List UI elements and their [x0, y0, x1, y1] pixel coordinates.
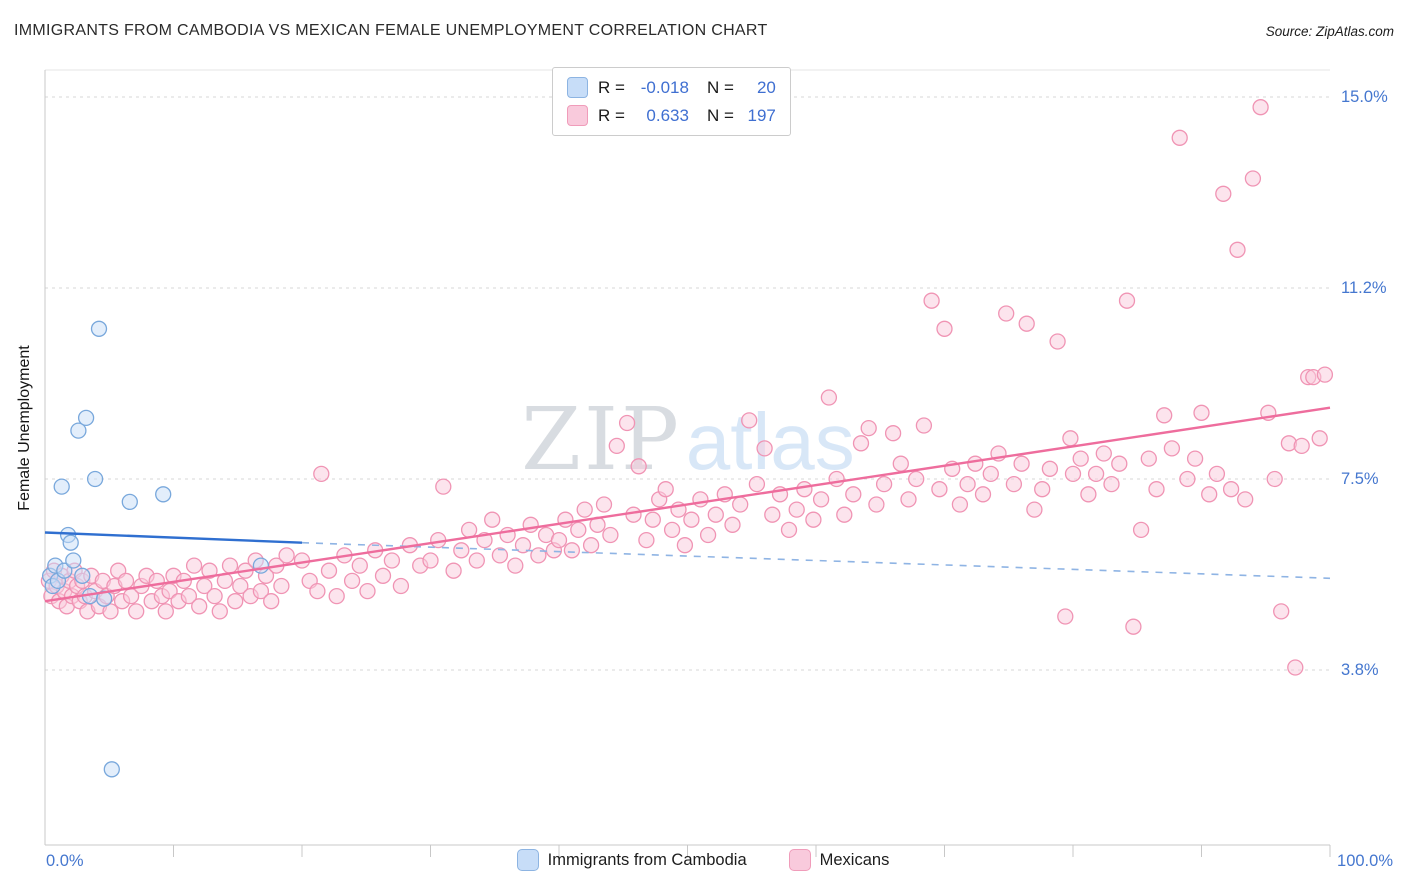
- cambodia-stats-row: R = -0.018 N = 20: [567, 77, 776, 98]
- r-label: R =: [598, 77, 625, 97]
- watermark-zip: ZIP: [521, 390, 682, 490]
- source-label: Source: ZipAtlas.com: [1265, 24, 1394, 39]
- x-axis-min-label: 0.0%: [46, 852, 84, 870]
- mexicans-legend-swatch: [788, 849, 811, 871]
- y-tick-7-5: 7.5%: [1341, 470, 1379, 488]
- mexicans-stats-row: R = 0.633 N = 197: [567, 105, 776, 126]
- cambodia-legend-swatch: [516, 849, 539, 871]
- y-tick-11-2: 11.2%: [1341, 279, 1387, 297]
- n-value-mexicans: 197: [747, 105, 776, 125]
- legend-item-mexicans: Mexicans: [788, 849, 890, 871]
- legend-item-cambodia: Immigrants from Cambodia: [516, 849, 747, 871]
- mexicans-swatch: [567, 105, 588, 126]
- correlation-stats-legend: R = -0.018 N = 20 R = 0.633 N = 197: [552, 67, 791, 136]
- series-legend: Immigrants from Cambodia Mexicans: [0, 849, 1406, 871]
- y-axis-title: Female Unemployment: [16, 345, 33, 511]
- n-label: N =: [706, 105, 734, 125]
- n-label: N =: [706, 77, 734, 97]
- r-value-mexicans: 0.633: [646, 105, 689, 125]
- zipatlas-watermark: ZIP atlas: [521, 390, 855, 490]
- n-value-cambodia: 20: [756, 77, 776, 97]
- mexicans-legend-label: Mexicans: [819, 850, 890, 869]
- page-title: IMMIGRANTS FROM CAMBODIA VS MEXICAN FEMA…: [14, 22, 768, 39]
- cambodia-legend-label: Immigrants from Cambodia: [547, 850, 747, 869]
- y-tick-15-0: 15.0%: [1341, 88, 1388, 106]
- cambodia-swatch: [567, 77, 588, 98]
- watermark-atlas: atlas: [685, 397, 855, 486]
- x-axis-max-label: 100.0%: [1337, 852, 1393, 870]
- r-label: R =: [598, 105, 625, 125]
- r-value-cambodia: -0.018: [640, 77, 689, 97]
- y-tick-3-8: 3.8%: [1341, 661, 1379, 679]
